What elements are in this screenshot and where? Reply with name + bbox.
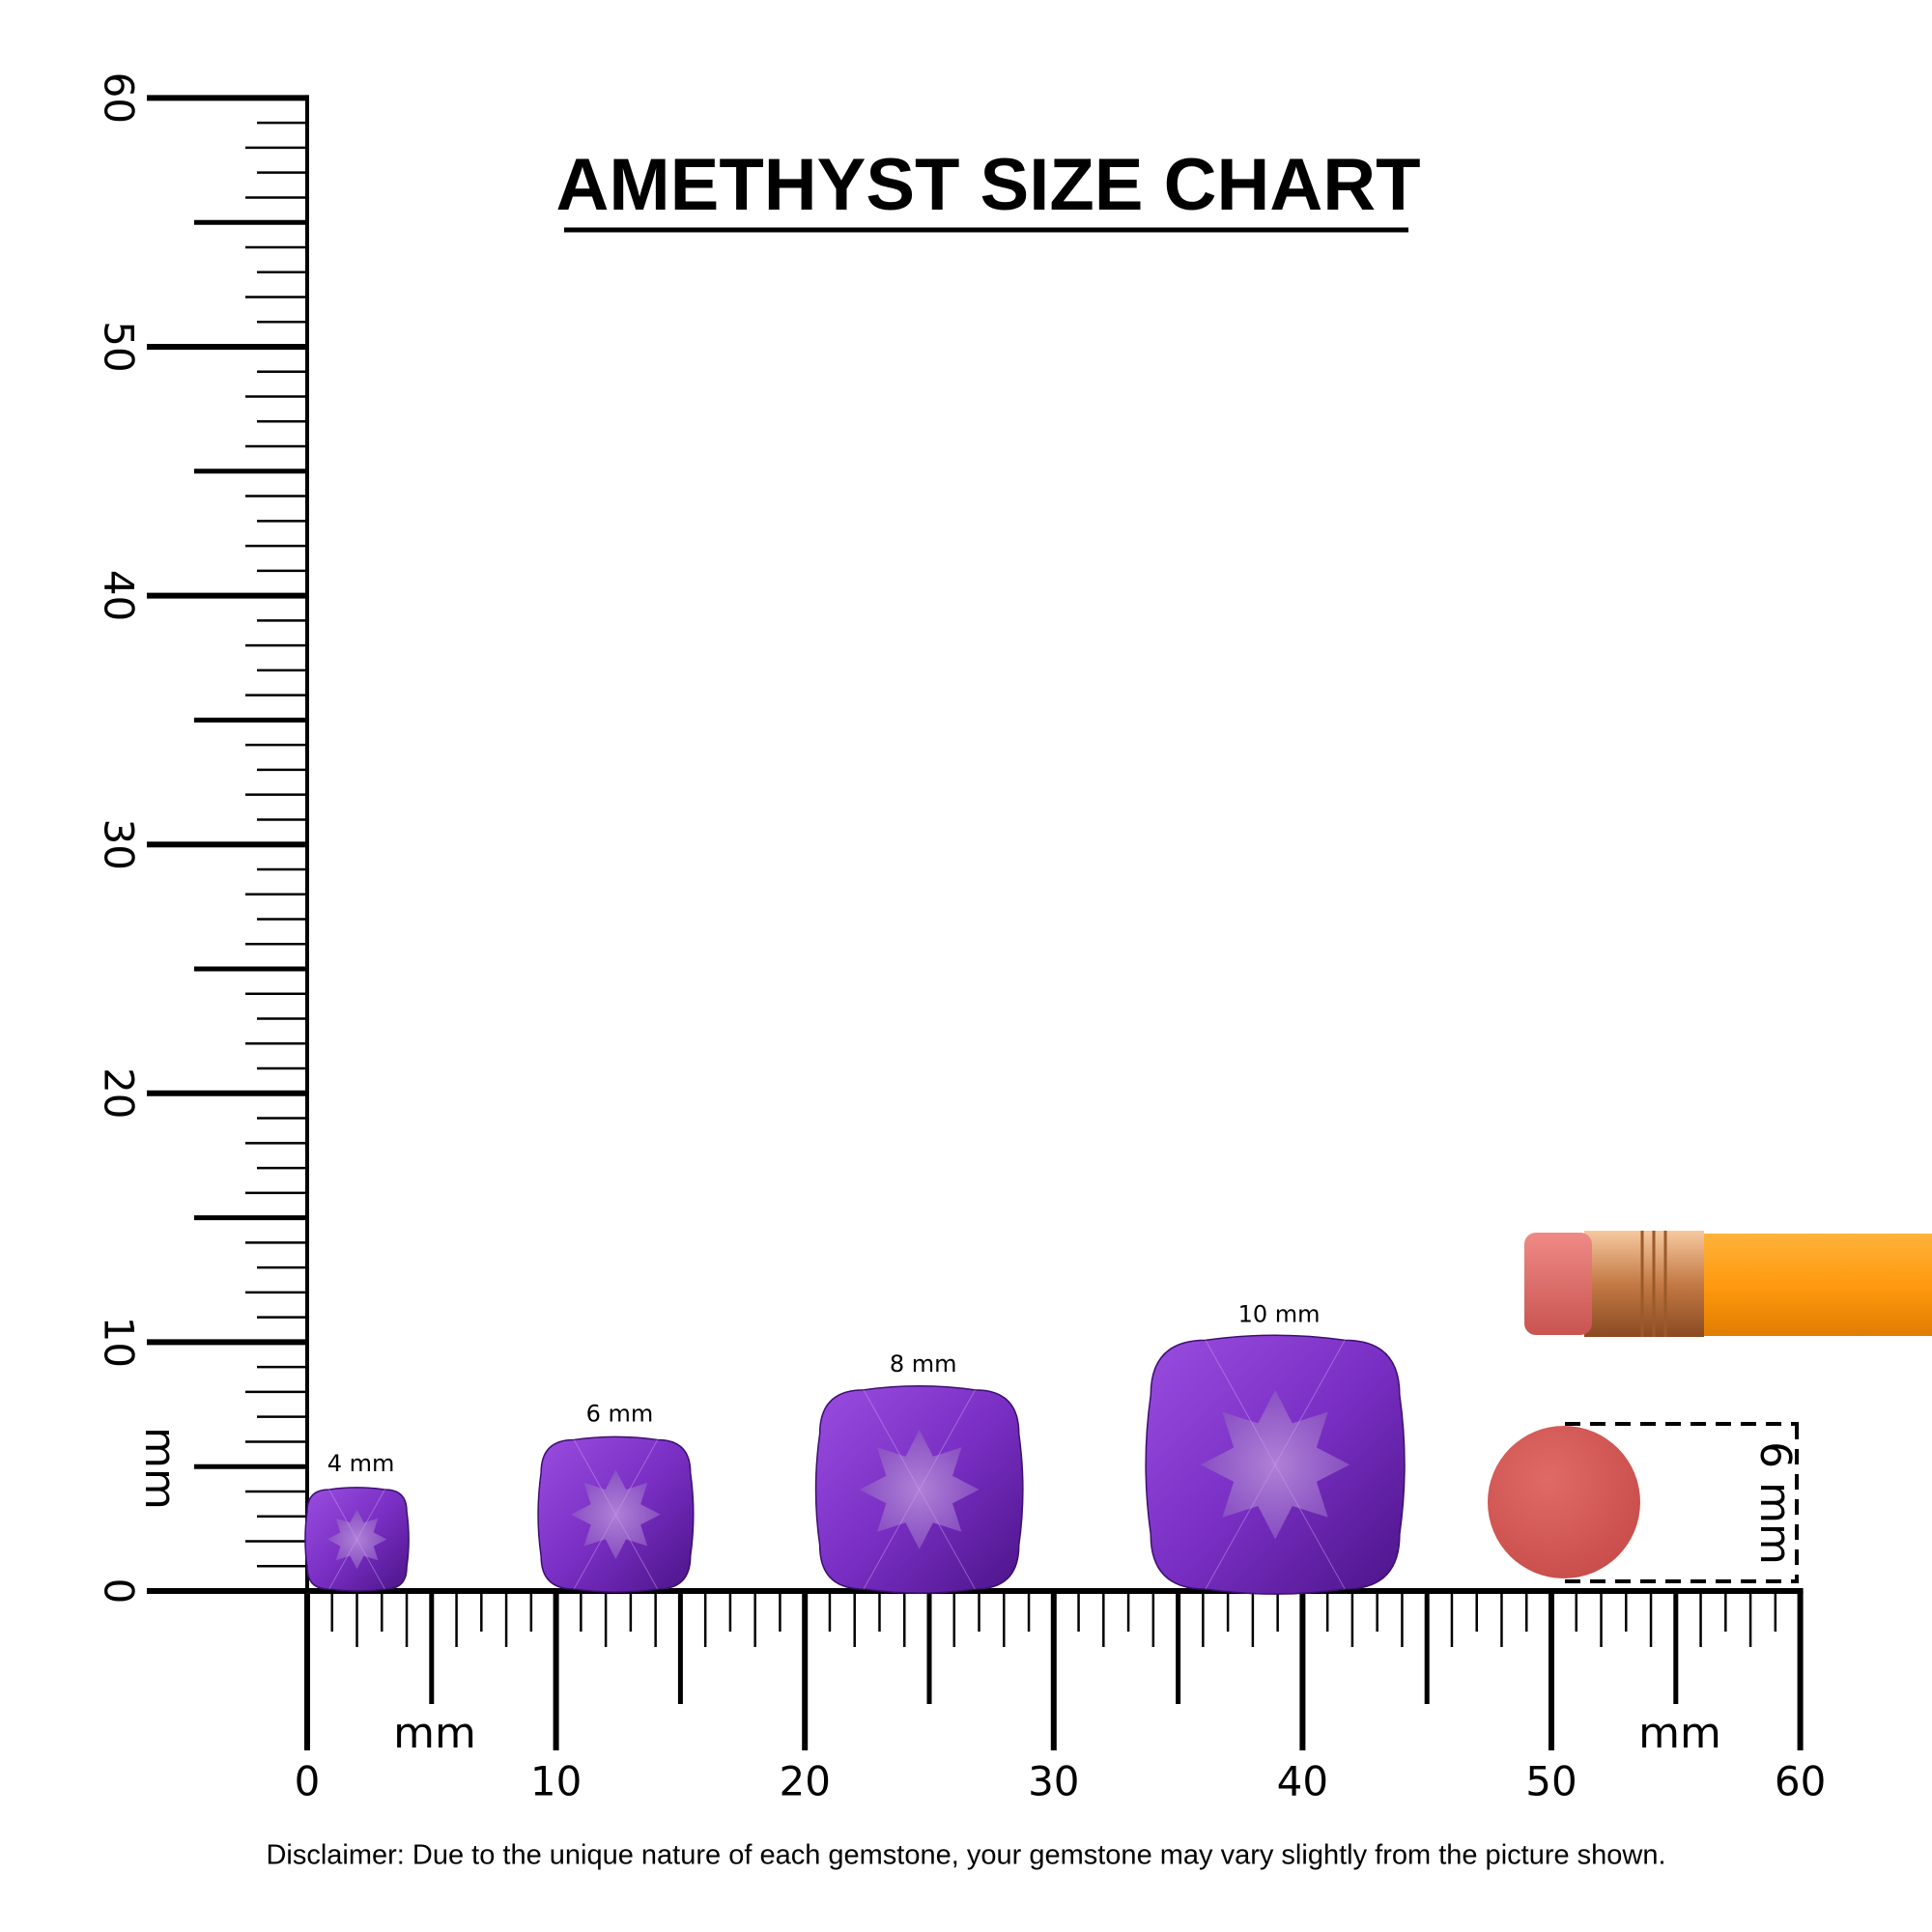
y-tick-label: 0 — [96, 1578, 143, 1605]
disclaimer: Disclaimer: Due to the unique nature of … — [266, 1840, 1665, 1871]
gem-facet-line — [356, 1489, 385, 1540]
gem-facet-line — [1205, 1340, 1276, 1465]
y-tick-label: 50 — [96, 321, 143, 372]
y-tick-label: 60 — [96, 72, 143, 124]
y-tick-label: 30 — [96, 818, 143, 869]
gem — [814, 1385, 1024, 1594]
gem-facet-line — [863, 1389, 921, 1491]
gem-facet-line — [356, 1539, 385, 1590]
gem — [537, 1435, 695, 1593]
gem-label: 10 mm — [1238, 1300, 1321, 1327]
pencil — [1524, 1231, 1932, 1337]
gem-facet-line — [614, 1439, 659, 1515]
y-tick-label: 40 — [96, 570, 143, 621]
x-tick-label: 20 — [779, 1758, 830, 1805]
x-tick-label: 10 — [530, 1758, 582, 1805]
gem — [1145, 1334, 1406, 1595]
x-tick-label: 30 — [1028, 1758, 1079, 1805]
gem-facet-line — [1205, 1463, 1276, 1590]
unit-label: mm — [1638, 1709, 1721, 1758]
x-tick-label: 40 — [1277, 1758, 1328, 1805]
gem-facet-line — [328, 1489, 357, 1540]
gem-label: 4 mm — [327, 1450, 395, 1477]
gem-facet-line — [328, 1539, 357, 1590]
gem-label: 8 mm — [890, 1350, 957, 1378]
eraser — [1488, 1426, 1640, 1578]
gem-facet-line — [573, 1514, 616, 1590]
unit-label: mm — [393, 1709, 476, 1758]
gem-facet-line — [863, 1489, 921, 1590]
y-tick-label: 10 — [96, 1317, 143, 1368]
unit-label: mm — [135, 1427, 185, 1510]
gem-facet-line — [1274, 1463, 1346, 1590]
eraser-label: 6 mm — [1750, 1441, 1800, 1565]
gem-facet-line — [573, 1439, 616, 1515]
y-tick-label: 20 — [96, 1067, 143, 1119]
gem-facet-line — [919, 1489, 976, 1590]
gem-facet-line — [1274, 1340, 1346, 1465]
gem-facet-line — [919, 1389, 976, 1491]
gem-label: 6 mm — [586, 1400, 654, 1427]
gem-facet-line — [614, 1514, 659, 1590]
x-tick-label: 60 — [1775, 1758, 1826, 1805]
x-tick-label: 50 — [1525, 1758, 1577, 1805]
x-tick-label: 0 — [295, 1758, 321, 1805]
gem — [304, 1487, 410, 1592]
title: AMETHYST SIZE CHART — [555, 144, 1420, 226]
